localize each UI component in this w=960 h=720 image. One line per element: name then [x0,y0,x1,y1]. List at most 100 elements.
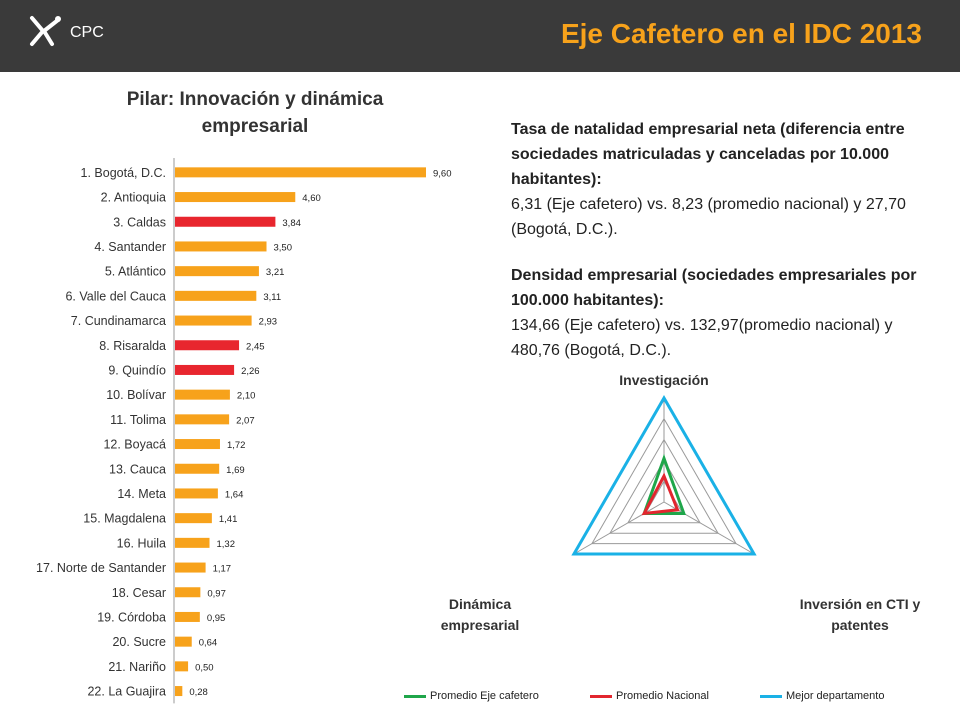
legend-swatch-eje [404,694,426,698]
bar-category-label: 21. Nariño [108,660,166,674]
radar-series-mejor [571,395,757,556]
bar-value-label: 1,41 [219,514,238,525]
legend-item-mejor: Mejor departamento [760,690,884,702]
bar [175,587,201,598]
bar [175,192,296,203]
bar [175,241,267,252]
bar [175,216,276,227]
bar [175,389,230,400]
bar-value-label: 3,21 [266,267,285,278]
bar-category-label: 19. Córdoba [97,610,166,624]
bar-category-label: 14. Meta [117,487,166,501]
bar-value-label: 2,10 [237,391,256,402]
bar-category-label: 2. Antioquia [101,191,166,205]
bar-chart-title-line2: empresarial [201,116,309,137]
bar-chart-title: Pilar: Innovación y dinámica empresarial [90,86,420,140]
legend-item-eje: Promedio Eje cafetero [404,690,539,702]
natalidad-heading: Tasa de natalidad empresarial neta (dife… [511,121,905,188]
bar-category-label: 13. Cauca [109,462,166,476]
bar-category-label: 7. Cundinamarca [71,314,166,328]
bar [175,611,200,622]
bar-category-label: 9. Quindío [108,363,166,377]
bar-category-label: 15. Magdalena [83,512,166,526]
bar-value-label: 0,95 [207,613,226,624]
cpc-logo-icon [30,16,61,46]
radar-grid-ring [591,417,737,545]
bar-category-label: 12. Boyacá [103,438,166,452]
densidad-block: Densidad empresarial (sociedades empresa… [511,263,936,363]
logo-text: CPC [70,24,104,41]
radar-axis-label-dinamica: Dinámica empresarial [441,596,520,633]
legend-swatch-nacional [590,694,612,698]
bar-value-label: 4,60 [302,193,321,204]
radar-series-nacional [641,472,680,516]
bar-value-label: 0,50 [195,662,214,673]
bar [175,463,220,474]
bar-category-label: 4. Santander [94,240,166,254]
bar-value-label: 2,07 [236,415,255,426]
bar-value-label: 2,93 [259,317,278,328]
bar-chart-title-line1: Pilar: Innovación y dinámica [126,89,384,110]
bar-value-label: 2,26 [241,366,260,377]
bar-value-label: 1,69 [226,465,245,476]
bar-category-label: 5. Atlántico [105,265,166,279]
bar [175,364,235,375]
densidad-heading: Densidad empresarial (sociedades empresa… [511,267,917,309]
densidad-text: 134,66 (Eje cafetero) vs. 132,97(promedi… [511,317,893,359]
bar-value-label: 0,64 [199,638,218,649]
bar [175,537,210,548]
slide-title: Eje Cafetero en el IDC 2013 [560,18,922,49]
bar-category-label: 6. Valle del Cauca [65,289,166,303]
bar-category-label: 22. La Guajira [87,685,166,699]
bar-value-label: 1,72 [227,440,246,451]
natalidad-block: Tasa de natalidad empresarial neta (dife… [511,117,936,242]
bar-category-label: 17. Norte de Santander [36,561,166,575]
bar-category-label: 11. Tolima [110,413,166,427]
bar [175,439,220,450]
bar [175,661,189,672]
radar-series-eje [642,453,686,515]
bar [175,290,257,301]
radar-axis-label-inversion: Inversión en CTI y patentes [800,596,921,633]
bar [175,488,218,499]
bar-value-label: 1,64 [225,489,244,500]
radar-grid-ring [627,459,701,524]
bar-value-label: 0,97 [207,588,226,599]
legend-swatch-mejor [760,694,782,698]
bar-category-label: 1. Bogotá, D.C. [81,166,166,180]
radar-axis-label-investigacion: Investigación [619,372,708,388]
legend-label-nacional: Promedio Nacional [616,690,709,702]
natalidad-text: 6,31 (Eje cafetero) vs. 8,23 (promedio n… [511,196,906,238]
legend-label-mejor: Mejor departamento [786,690,885,702]
bar [175,686,183,697]
radar-legend: Promedio Eje cafetero Promedio Nacional … [404,686,924,708]
bar-value-label: 3,11 [263,292,281,303]
bar [175,414,230,425]
bar-value-label: 0,28 [189,687,208,698]
legend-item-nacional: Promedio Nacional [590,690,709,702]
bar [175,636,192,647]
bar [175,315,252,326]
bar-value-label: 1,17 [213,564,232,575]
legend-label-eje: Promedio Eje cafetero [430,690,539,702]
bar [175,340,240,351]
bar-category-label: 8. Risaralda [99,339,166,353]
bar-value-label: 9,60 [433,168,452,179]
radar-grid-ring [609,438,719,534]
bar-value-label: 3,84 [282,218,301,229]
header-bar: CPC Eje Cafetero en el IDC 2013 [0,0,960,72]
bar-value-label: 3,50 [274,242,293,253]
bar-category-label: 20. Sucre [112,635,166,649]
radar-spoke [573,501,665,555]
bar-value-label: 2,45 [246,341,265,352]
bar-category-label: 18. Cesar [112,586,166,600]
bar [175,513,212,524]
bar-category-label: 3. Caldas [113,215,166,229]
bar [175,266,259,277]
bar [175,562,206,573]
bar-category-label: 16. Huila [117,536,166,550]
bar-value-label: 1,32 [217,539,236,550]
bar-category-label: 10. Bolívar [106,388,166,402]
